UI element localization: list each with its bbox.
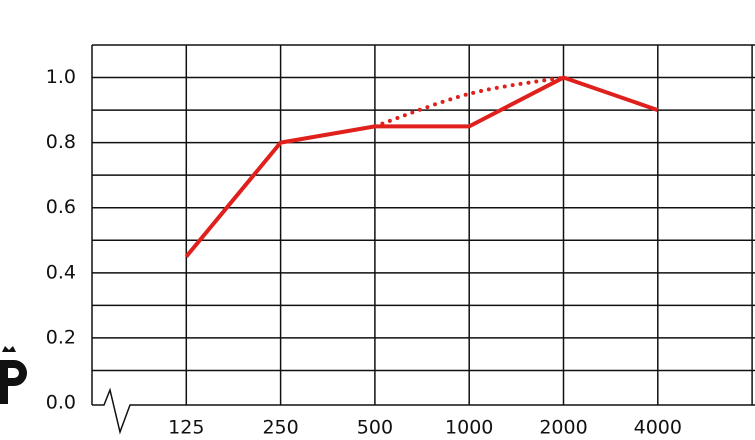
x-tick-label: 125 (168, 417, 204, 439)
x-tick-label: 1000 (445, 417, 493, 439)
series-line (184, 75, 659, 258)
x-tick-label: 500 (357, 417, 393, 439)
y-tick-label: 0.2 (46, 326, 76, 348)
x-tick-label: 4000 (634, 417, 682, 439)
axis-break (92, 387, 755, 435)
series-line (372, 75, 566, 129)
y-tick-label: 1.0 (46, 66, 76, 88)
y-tick-label: 0.6 (46, 196, 76, 218)
x-tick-label: 250 (262, 417, 298, 439)
logo (0, 346, 27, 404)
x-tick-label: 2000 (539, 417, 587, 439)
y-tick-label: 0.8 (46, 131, 76, 153)
y-tick-label: 0.4 (46, 261, 76, 283)
y-tick-label: 0.0 (46, 392, 76, 414)
